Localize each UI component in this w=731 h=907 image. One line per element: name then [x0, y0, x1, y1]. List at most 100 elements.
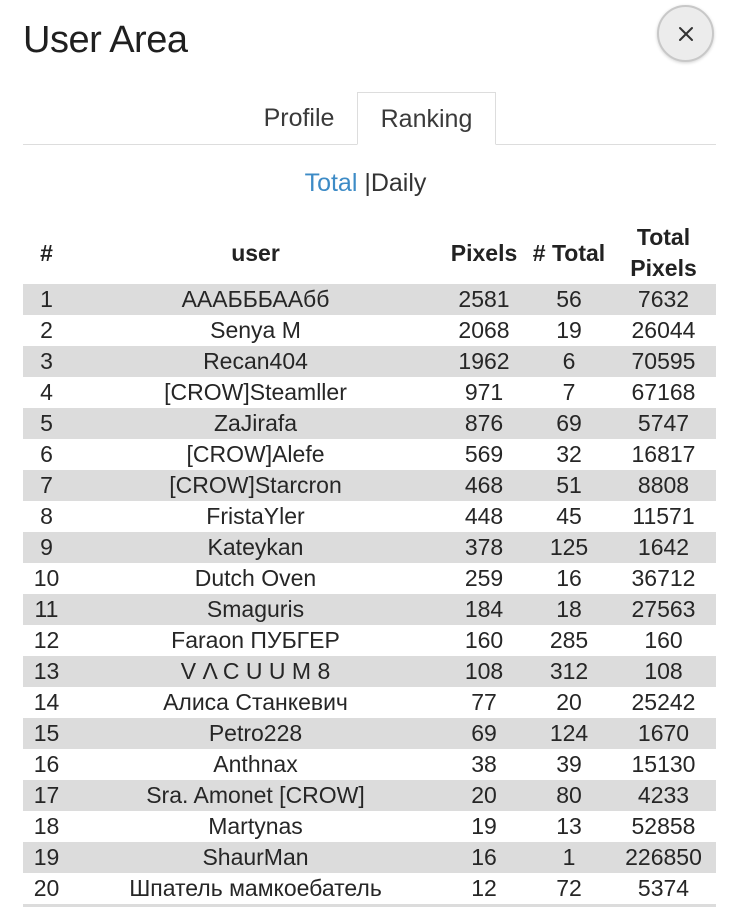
user-name-cell: Dutch Oven [194, 565, 317, 591]
total-pixels-cell: 1670 [637, 720, 690, 746]
user-name-cell: Recan404 [203, 348, 308, 374]
table-row: 13 V Λ C U U M 8 108 312 108 [23, 656, 716, 687]
rank-cell: 11 [34, 596, 59, 622]
rank-cell: 15 [33, 720, 60, 746]
tab-profile[interactable]: Profile [263, 104, 335, 132]
pixels-cell: 16 [471, 844, 497, 870]
total-rank-cell: 16 [556, 565, 582, 591]
rank-cell: 9 [40, 534, 53, 560]
total-pixels-cell: 1642 [637, 534, 690, 560]
total-rank-cell: 124 [549, 720, 589, 746]
pixels-cell: 876 [464, 410, 504, 436]
pixels-cell: 2068 [458, 317, 510, 343]
total-rank-cell: 45 [556, 503, 582, 529]
pixels-cell: 971 [464, 379, 504, 405]
total-pixels-cell: 7632 [637, 286, 690, 312]
pixels-cell: 2581 [458, 286, 510, 312]
ranking-period-switch: Total |Daily [0, 166, 731, 200]
total-pixels-cell: 8808 [637, 472, 690, 498]
total-ranking-link[interactable]: Total [304, 169, 358, 197]
user-name-cell: Шпатель мамкоебатель [129, 875, 382, 901]
user-name-cell: Senya M [210, 317, 301, 343]
total-pixels-cell: 26044 [631, 317, 696, 343]
column-header-total-pixels: Total Pixels [630, 224, 697, 281]
rank-cell: 20 [33, 875, 60, 901]
total-rank-cell: 125 [549, 534, 589, 560]
tab-ranking[interactable]: Ranking [357, 92, 496, 145]
table-row: 18 Martynas 19 13 52858 [23, 811, 716, 842]
pixels-cell: 378 [464, 534, 504, 560]
rank-cell: 18 [33, 813, 60, 839]
total-pixels-cell: 52858 [631, 813, 696, 839]
total-pixels-cell: 5747 [637, 410, 690, 436]
table-row: 14 Алиса Станкевич 77 20 25242 [23, 687, 716, 718]
table-row: 7 [CROW]Starcron 468 51 8808 [23, 470, 716, 501]
user-name-cell: Sra. Amonet [CROW] [146, 782, 365, 808]
rank-cell: 10 [33, 565, 60, 591]
pixels-cell: 468 [464, 472, 504, 498]
table-row: 4 [CROW]Steamller 971 7 67168 [23, 377, 716, 408]
table-row: 9 Kateykan 378 125 1642 [23, 532, 716, 563]
total-pixels-cell: 15130 [631, 751, 696, 777]
user-name-cell: Martynas [208, 813, 303, 839]
user-name-cell: ShaurMan [202, 844, 309, 870]
total-rank-cell: 13 [556, 813, 582, 839]
table-row: 19 ShaurMan 16 1 226850 [23, 842, 716, 873]
pixels-cell: 448 [464, 503, 504, 529]
user-name-cell: [CROW]Alefe [186, 441, 325, 467]
column-header-user: user [231, 239, 280, 266]
rank-cell: 13 [33, 658, 60, 684]
rank-cell: 5 [40, 410, 53, 436]
rank-cell: 12 [33, 627, 60, 653]
total-pixels-cell: 36712 [631, 565, 696, 591]
pixels-cell: 569 [464, 441, 504, 467]
pixels-cell: 12 [471, 875, 497, 901]
total-rank-cell: 32 [556, 441, 582, 467]
total-pixels-cell: 5374 [637, 875, 690, 901]
total-pixels-cell: 70595 [631, 348, 696, 374]
pixels-cell: 20 [471, 782, 497, 808]
user-name-cell: Алиса Станкевич [163, 689, 348, 715]
total-rank-cell: 18 [556, 596, 582, 622]
total-rank-cell: 20 [556, 689, 582, 715]
total-rank-cell: 1 [562, 844, 576, 870]
pixels-cell: 160 [464, 627, 504, 653]
user-name-cell: Faraon ПУБГЕР [171, 627, 340, 653]
total-pixels-cell: 11571 [632, 503, 695, 529]
rank-cell: 7 [40, 472, 53, 498]
table-row: 17 Sra. Amonet [CROW] 20 80 4233 [23, 780, 716, 811]
total-rank-cell: 39 [556, 751, 582, 777]
rank-cell: 17 [33, 782, 60, 808]
rank-cell: 19 [33, 844, 60, 870]
close-button[interactable] [657, 5, 714, 62]
total-pixels-cell: 16817 [631, 441, 696, 467]
pixels-cell: 184 [464, 596, 504, 622]
user-name-cell: Kateykan [207, 534, 304, 560]
user-name-cell: FristaYler [206, 503, 305, 529]
table-row: 2 Senya M 2068 19 26044 [23, 315, 716, 346]
user-name-cell: Petro228 [208, 720, 303, 746]
user-name-cell: V Λ C U U M 8 [180, 658, 331, 684]
rank-cell: 8 [40, 503, 53, 529]
daily-ranking-link[interactable]: Daily [370, 169, 427, 197]
total-pixels-cell: 160 [644, 627, 683, 653]
rank-cell: 4 [40, 379, 53, 405]
table-row: 20 Шпатель мамкоебатель 12 72 5374 [23, 873, 716, 906]
user-name-cell: Anthnax [213, 751, 298, 777]
user-name-cell: ZaJirafa [213, 410, 298, 436]
ranking-table-body: 1 АААБББААбб 2581 56 7632 2 Senya M 2068 19 26044… [23, 284, 716, 906]
pixels-cell: 77 [471, 689, 497, 715]
total-pixels-cell: 108 [644, 658, 683, 684]
total-rank-cell: 80 [556, 782, 582, 808]
user-name-cell: АААБББААбб [181, 286, 330, 312]
pixels-cell: 38 [471, 751, 497, 777]
user-name-cell: [CROW]Steamller [164, 379, 347, 405]
total-pixels-cell: 67168 [631, 379, 696, 405]
total-pixels-cell: 27563 [631, 596, 696, 622]
pixels-cell: 1962 [458, 348, 510, 374]
rank-cell: 6 [40, 441, 53, 467]
rank-cell: 16 [33, 751, 60, 777]
table-header-row: # user Pixels # Total Total Pixels [23, 222, 716, 284]
user-name-cell: Smaguris [206, 596, 305, 622]
column-header-pixels: Pixels [450, 239, 518, 266]
